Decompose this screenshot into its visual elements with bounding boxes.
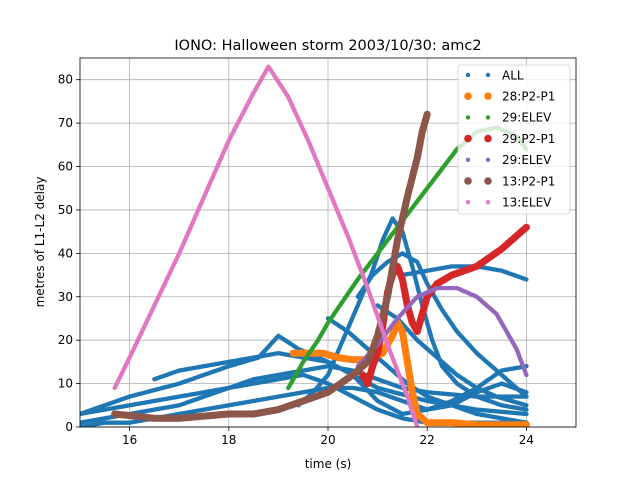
legend-marker [485,157,491,162]
data-point [524,394,529,399]
data-point [522,223,531,231]
legend-marker [465,157,471,162]
legend-marker [484,134,492,143]
legend-marker [465,200,471,205]
legend-item: 29:ELEV [465,111,552,125]
legend-marker [464,134,472,143]
data-point [415,424,420,427]
x-tick-label: 16 [122,433,137,447]
legend-marker [485,115,491,120]
y-tick-label: 50 [58,203,73,217]
legend-marker [464,92,472,100]
legend-item: 29:P2-P1 [464,132,555,146]
legend-marker [464,177,472,185]
chart-title: IONO: Halloween storm 2003/10/30: amc2 [174,38,481,54]
x-axis-label: time (s) [305,457,352,471]
y-axis-label: metres of L1-L2 delay [33,177,47,308]
legend-marker [484,92,492,100]
data-point [522,421,530,427]
legend-label: 29:ELEV [502,111,552,125]
data-point [423,110,431,118]
x-tick-label: 22 [420,433,435,447]
legend-marker [485,72,491,78]
y-tick-label: 0 [65,420,73,434]
legend-label: 29:P2-P1 [502,132,555,146]
x-tick-label: 24 [519,433,534,447]
data-layer [80,64,531,427]
data-point [524,411,529,417]
legend-item: 13:P2-P1 [464,174,555,188]
legend-label: 28:P2-P1 [502,90,555,104]
legend-item: 29:ELEV [465,153,552,167]
data-point [524,407,529,412]
data-point [524,372,529,378]
legend: ALL 28:P2-P1 29:ELEV 29:P2-P1 29:ELEV 13:P2-P… [457,64,571,215]
series-28-p2-p1 [289,319,530,427]
legend-item: 28:P2-P1 [464,90,555,104]
data-point [524,403,529,408]
axis-ticks: 16 18 20 22 24 0 10 20 30 40 50 60 70 80 [58,73,534,447]
legend-label: 13:ELEV [502,196,552,210]
legend-marker [465,115,471,120]
legend-box [457,64,571,215]
legend-label: ALL [502,68,524,82]
legend-marker [484,177,492,185]
x-tick-label: 18 [221,433,236,447]
y-tick-label: 60 [58,160,73,174]
y-tick-label: 30 [58,290,73,304]
x-tick-label: 20 [320,433,335,447]
legend-label: 13:P2-P1 [502,174,555,188]
y-tick-label: 80 [58,73,73,87]
y-tick-label: 70 [58,116,73,130]
legend-label: 29:ELEV [502,153,552,167]
series-13-p2-p1 [111,110,431,422]
legend-item: ALL [465,68,524,82]
y-tick-label: 40 [58,246,73,260]
series-13-elev [112,64,420,427]
y-tick-label: 10 [58,377,73,391]
legend-marker [465,72,471,78]
legend-item: 13:ELEV [465,196,552,210]
legend-marker [485,200,491,205]
data-point [524,277,529,282]
y-tick-label: 20 [58,333,73,347]
